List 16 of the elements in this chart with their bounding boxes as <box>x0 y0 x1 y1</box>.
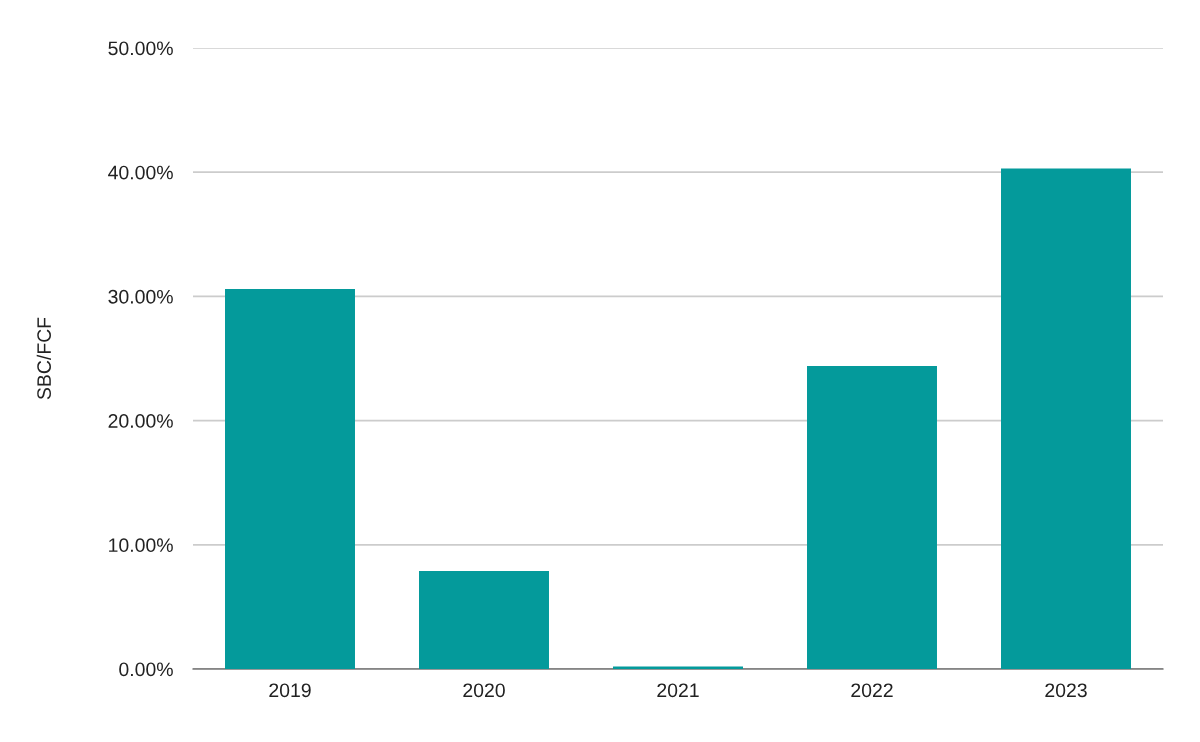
y-tick-label: 20.00% <box>108 414 173 428</box>
y-tick-label: 40.00% <box>108 165 173 180</box>
y-tick-label: 30.00% <box>108 289 173 304</box>
x-tick-label: 2023 <box>1045 683 1087 698</box>
bar <box>807 365 937 669</box>
bar <box>1001 168 1131 669</box>
x-tick-label: 2019 <box>269 683 311 698</box>
bar <box>225 288 355 669</box>
x-tick-label: 2022 <box>851 683 893 698</box>
x-tick-label: 2021 <box>657 683 699 698</box>
x-tick-label: 2020 <box>463 683 505 698</box>
bar <box>419 570 549 669</box>
y-tick-label: 50.00% <box>108 41 173 56</box>
y-tick-label: 0.00% <box>119 662 173 677</box>
y-tick-label: 10.00% <box>109 538 173 553</box>
y-axis-title: SBC/FCF <box>36 317 51 400</box>
